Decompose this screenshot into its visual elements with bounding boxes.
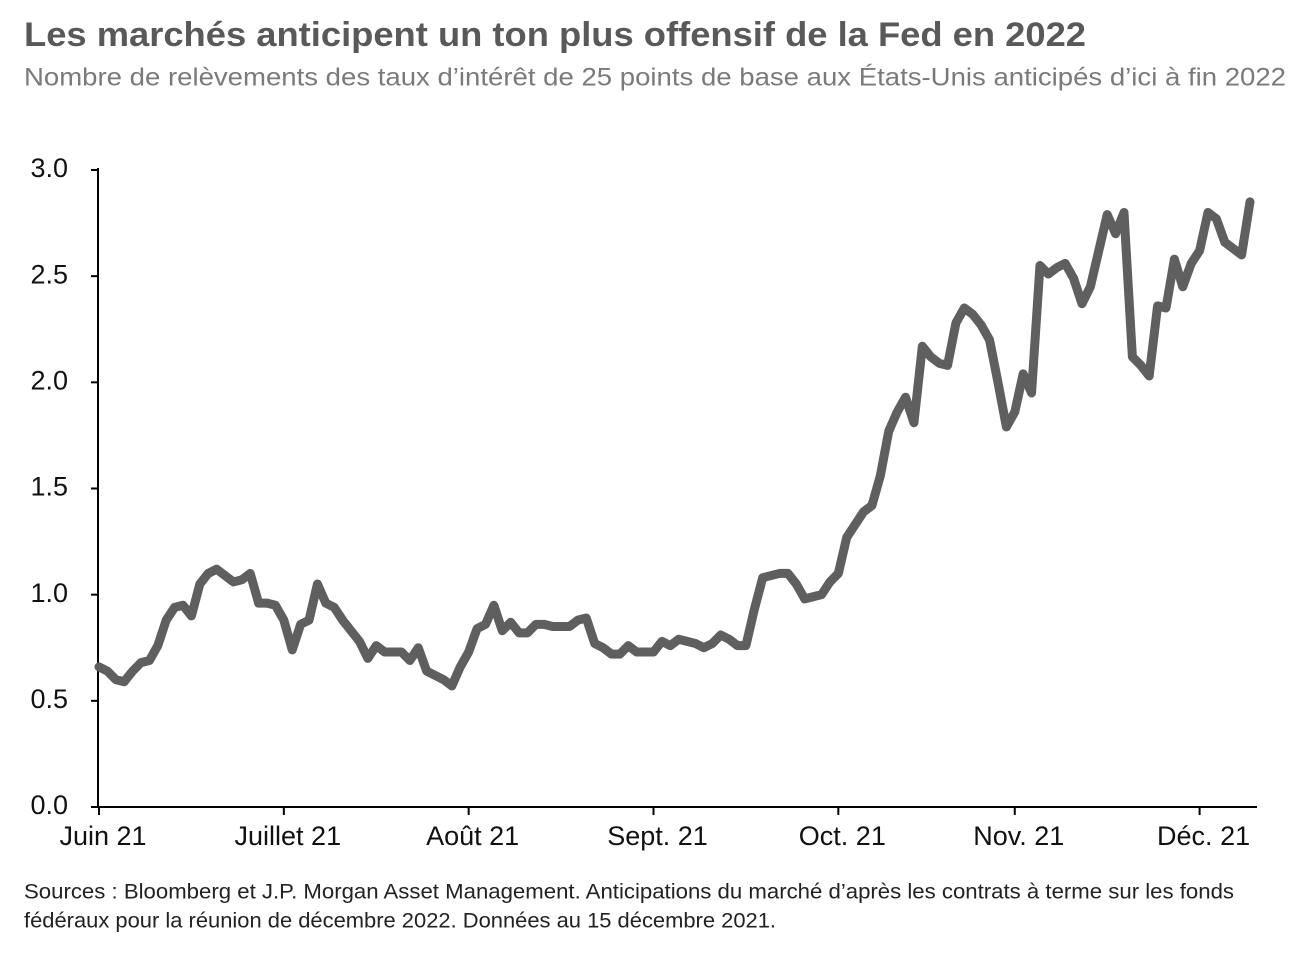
y-tick-label: 1.0 [30,578,68,608]
x-tick-label: Nov. 21 [973,821,1064,851]
x-tick-label: Déc. 21 [1157,821,1250,851]
x-tick-label: Oct. 21 [799,821,886,851]
footnote: fédéraux pour la réunion de décembre 202… [24,910,776,933]
chart-title: Les marchés anticipent un ton plus offen… [24,16,1086,54]
line-series [94,197,1255,691]
x-tick-label: Juin 21 [59,821,146,851]
x-tick-label: Sept. 21 [607,821,708,851]
x-tick-label: Juillet 21 [235,821,342,851]
y-tick-label: 2.5 [30,259,68,289]
y-tick-label: 1.5 [30,472,68,502]
y-tick-label: 0.5 [30,684,68,714]
footnote: Sources : Bloomberg et J.P. Morgan Asset… [24,881,1234,904]
chart-subtitle: Nombre de relèvements des taux d’intérêt… [24,63,1286,92]
y-tick-label: 0.0 [30,790,68,820]
x-tick-label: Août 21 [426,821,519,851]
y-tick-label: 3.0 [30,153,68,183]
y-tick-label: 2.0 [30,365,68,395]
